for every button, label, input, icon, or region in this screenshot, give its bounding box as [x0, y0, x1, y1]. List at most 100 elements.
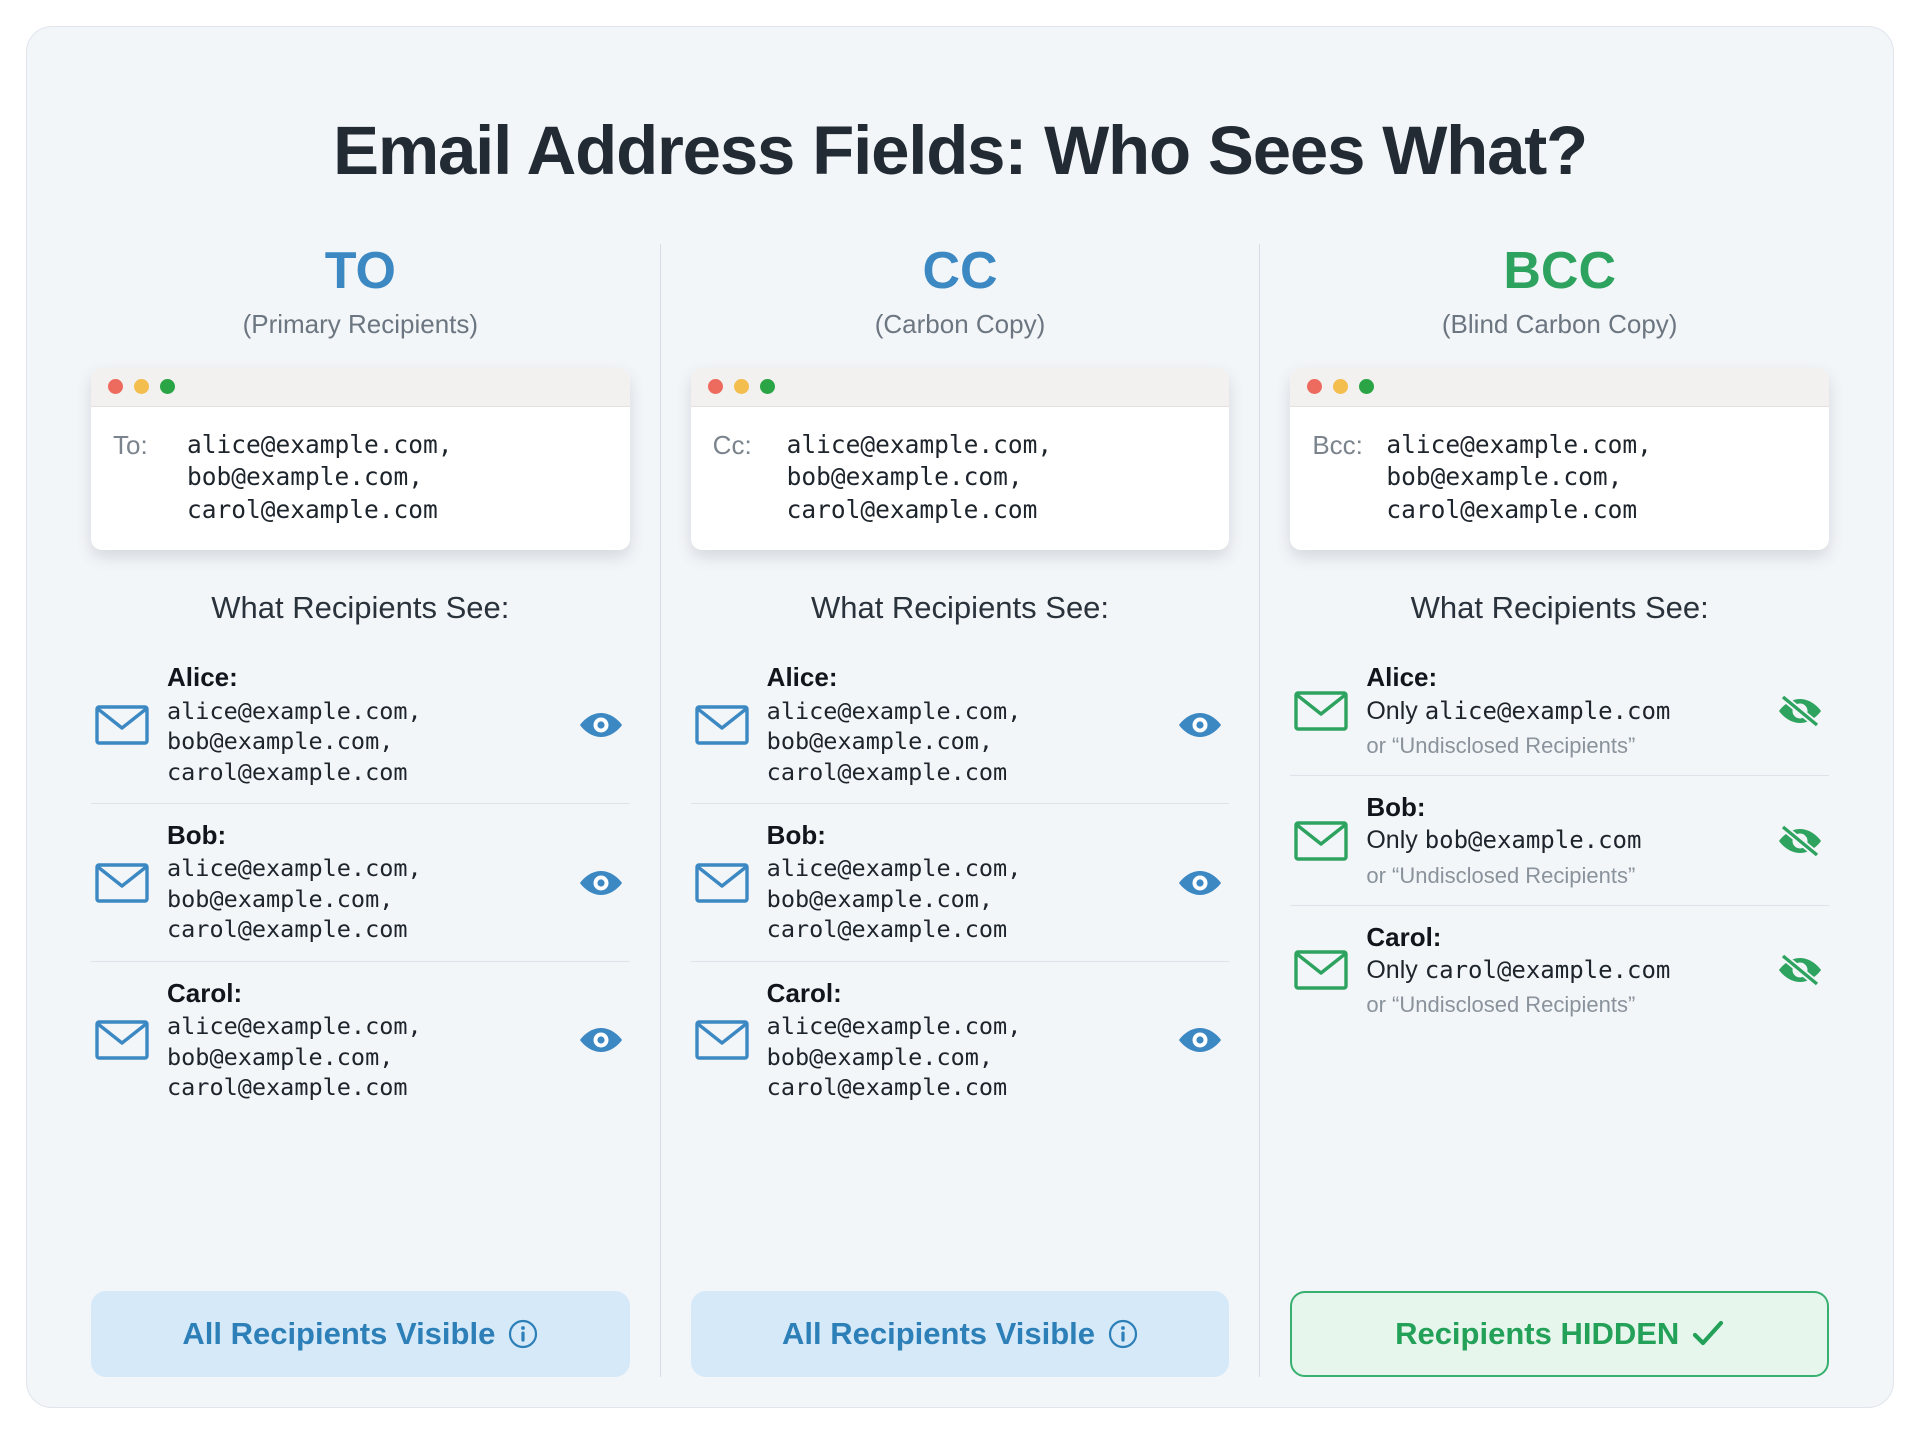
column-subheading-cc: (Carbon Copy): [874, 308, 1046, 339]
eye-visible-icon: [572, 868, 630, 898]
field-label-to: To:: [113, 429, 148, 460]
maximize-dot-icon[interactable]: [160, 379, 175, 395]
section-title-to: What Recipients See:: [211, 590, 510, 626]
recipient-name: Bob:: [1366, 792, 1426, 823]
eye-hidden-icon: [1771, 824, 1829, 857]
section-title-cc: What Recipients See:: [810, 590, 1110, 626]
row-content: Bob: alice@example.com, bob@example.com,…: [767, 820, 1158, 945]
minimize-dot-icon[interactable]: [134, 379, 149, 395]
minimize-dot-icon[interactable]: [733, 379, 749, 395]
row-content: Alice: Only alice@example.com or “Undisc…: [1366, 662, 1757, 759]
row-content: Alice: alice@example.com, bob@example.co…: [767, 662, 1158, 787]
table-row: Bob: Only bob@example.com or “Undisclose…: [1290, 775, 1830, 905]
row-content: Alice: alice@example.com, bob@example.co…: [167, 662, 558, 787]
column-subheading-to: (Primary Recipients): [242, 308, 479, 339]
table-row: Alice: alice@example.com, bob@example.co…: [691, 646, 1230, 803]
recipient-name: Carol:: [1366, 921, 1442, 952]
recipient-visible-line: Only alice@example.com: [1366, 696, 1757, 727]
field-value-bcc: alice@example.com, bob@example.com, caro…: [1386, 429, 1652, 524]
close-dot-icon[interactable]: [1307, 379, 1323, 395]
window-body: Bcc: alice@example.com, bob@example.com,…: [1290, 407, 1829, 551]
email-window-cc: Cc: alice@example.com, bob@example.com, …: [690, 367, 1230, 551]
table-row: Bob: alice@example.com, bob@example.com,…: [690, 803, 1230, 961]
recipient-visible-line: Only carol@example.com: [1366, 955, 1757, 986]
field-value-cc: alice@example.com, bob@example.com, caro…: [786, 429, 1053, 524]
column-heading-bcc: BCC: [1503, 242, 1617, 300]
recipient-rows-cc: Alice: alice@example.com, bob@example.co…: [690, 646, 1230, 1119]
eye-hidden-icon: [1771, 954, 1829, 987]
undisclosed-note: or “Undisclosed Recipients”: [1366, 862, 1636, 888]
check-icon: [1692, 1320, 1724, 1348]
envelope-icon: [691, 705, 753, 745]
status-badge-bcc[interactable]: Recipients HIDDEN: [1290, 1291, 1830, 1377]
status-badge-label: Recipients HIDDEN: [1395, 1316, 1680, 1351]
maximize-dot-icon[interactable]: [1359, 379, 1375, 395]
eye-visible-icon: [572, 1025, 630, 1055]
envelope-icon: [1290, 691, 1352, 731]
row-content: Carol: alice@example.com, bob@example.co…: [767, 978, 1158, 1103]
eye-visible-icon: [1171, 1025, 1229, 1055]
row-content: Bob: alice@example.com, bob@example.com,…: [167, 820, 558, 945]
only-address: carol@example.com: [1424, 956, 1671, 985]
recipient-rows-to: Alice: alice@example.com, bob@example.co…: [91, 646, 630, 1118]
columns-container: TO (Primary Recipients) To: alice@exampl…: [61, 244, 1859, 1377]
eye-visible-icon: [1171, 868, 1229, 898]
envelope-icon: [91, 862, 153, 903]
field-label-bcc: Bcc:: [1312, 429, 1363, 460]
window-body: To: alice@example.com, bob@example.com, …: [91, 407, 630, 551]
recipient-visible-addresses: alice@example.com, bob@example.com, caro…: [766, 1012, 1022, 1102]
only-address: alice@example.com: [1424, 696, 1671, 725]
email-window-to: To: alice@example.com, bob@example.com, …: [91, 367, 630, 551]
column-bcc: BCC (Blind Carbon Copy) Bcc: alice@examp…: [1260, 244, 1859, 1377]
recipient-name: Carol:: [167, 977, 243, 1008]
status-badge-cc[interactable]: All Recipients Visible: [690, 1291, 1230, 1377]
recipient-visible-addresses: alice@example.com, bob@example.com, caro…: [167, 854, 422, 944]
column-divider: [1259, 244, 1261, 1377]
table-row: Alice: Only alice@example.com or “Undisc…: [1290, 646, 1829, 775]
info-circle-icon: [508, 1319, 538, 1349]
email-window-bcc: Bcc: alice@example.com, bob@example.com,…: [1290, 367, 1830, 551]
undisclosed-note: or “Undisclosed Recipients”: [1366, 732, 1636, 758]
recipient-name: Bob:: [167, 820, 227, 851]
close-dot-icon[interactable]: [108, 379, 123, 395]
envelope-icon: [1290, 820, 1352, 861]
recipient-visible-line: Only bob@example.com: [1366, 825, 1757, 856]
recipient-name: Alice:: [766, 662, 838, 693]
recipient-visible-addresses: alice@example.com, bob@example.com, caro…: [766, 696, 1022, 786]
recipient-visible-addresses: alice@example.com, bob@example.com, caro…: [167, 1012, 422, 1102]
column-heading-cc: CC: [922, 242, 998, 300]
envelope-icon: [91, 705, 153, 745]
minimize-dot-icon[interactable]: [1333, 379, 1349, 395]
table-row: Carol: alice@example.com, bob@example.co…: [91, 960, 630, 1119]
recipient-name: Alice:: [1366, 662, 1438, 693]
envelope-icon: [1290, 950, 1352, 991]
only-prefix: Only: [1366, 826, 1425, 855]
row-content: Carol: alice@example.com, bob@example.co…: [167, 978, 558, 1103]
section-title-bcc: What Recipients See:: [1410, 590, 1709, 626]
only-prefix: Only: [1366, 956, 1425, 985]
status-badge-to[interactable]: All Recipients Visible: [91, 1291, 630, 1377]
window-titlebar: [91, 367, 630, 407]
table-row: Alice: alice@example.com, bob@example.co…: [91, 646, 630, 803]
table-row: Bob: alice@example.com, bob@example.com,…: [91, 803, 630, 961]
undisclosed-note: or “Undisclosed Recipients”: [1366, 992, 1636, 1018]
column-divider: [659, 244, 661, 1377]
recipient-name: Alice:: [167, 662, 238, 693]
close-dot-icon[interactable]: [707, 379, 723, 395]
column-cc: CC (Carbon Copy) Cc: alice@example.com, …: [661, 244, 1260, 1377]
row-content: Bob: Only bob@example.com or “Undisclose…: [1366, 792, 1757, 889]
envelope-icon: [691, 1020, 753, 1061]
status-badge-label: All Recipients Visible: [182, 1316, 496, 1351]
eye-visible-icon: [1171, 710, 1229, 740]
infographic-board: Email Address Fields: Who Sees What? TO …: [26, 26, 1894, 1408]
column-to: TO (Primary Recipients) To: alice@exampl…: [61, 244, 660, 1377]
window-titlebar: [1290, 367, 1830, 407]
only-prefix: Only: [1366, 696, 1425, 725]
window-titlebar: [690, 367, 1230, 407]
table-row: Carol: alice@example.com, bob@example.co…: [690, 960, 1230, 1119]
eye-hidden-icon: [1771, 694, 1829, 727]
recipient-visible-addresses: alice@example.com, bob@example.com, caro…: [766, 854, 1022, 944]
status-badge-label: All Recipients Visible: [782, 1316, 1095, 1351]
maximize-dot-icon[interactable]: [759, 379, 775, 395]
